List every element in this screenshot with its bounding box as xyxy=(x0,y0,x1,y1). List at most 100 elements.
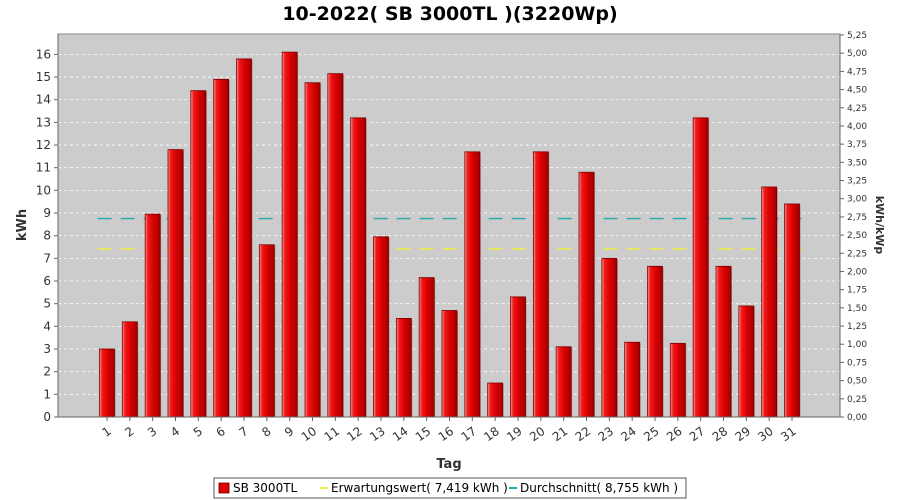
x-tick-label: 21 xyxy=(550,424,571,444)
bar xyxy=(304,82,321,418)
bar xyxy=(258,244,275,418)
y-tick-label: 10 xyxy=(36,183,51,197)
bar xyxy=(350,117,367,418)
y-tick-label: 11 xyxy=(36,161,51,175)
bar xyxy=(647,265,663,418)
y-tick-label: 16 xyxy=(36,47,51,61)
y2-tick-label: 1,50 xyxy=(847,304,867,314)
y2-tick-label: 0,00 xyxy=(847,413,867,423)
y-tick-label: 5 xyxy=(43,297,51,311)
bar xyxy=(715,265,732,418)
x-tick-label: 30 xyxy=(755,424,776,444)
x-tick-label: 31 xyxy=(778,424,799,444)
bar xyxy=(487,382,504,418)
y2-tick-label: 0,25 xyxy=(847,395,867,405)
x-tick-label: 27 xyxy=(687,424,708,444)
bar xyxy=(213,78,230,418)
y-tick-label: 8 xyxy=(43,229,51,243)
legend-entry-expected: Erwartungswert( 7,419 kWh ) xyxy=(331,481,508,495)
x-tick-label: 3 xyxy=(145,424,159,440)
y-tick-label: 0 xyxy=(43,410,51,424)
y2-tick-label: 2,00 xyxy=(847,267,867,277)
x-tick-label: 10 xyxy=(299,424,320,444)
y-tick-label: 12 xyxy=(36,138,51,152)
x-tick-label: 12 xyxy=(344,424,365,444)
y-tick-label: 6 xyxy=(43,274,51,288)
x-tick-label: 22 xyxy=(573,424,594,444)
y-tick-label: 13 xyxy=(36,115,51,129)
x-tick-label: 14 xyxy=(390,424,411,444)
y2-tick-label: 3,25 xyxy=(847,177,867,187)
bar xyxy=(418,277,435,418)
bar xyxy=(144,213,161,418)
x-tick-label: 28 xyxy=(710,424,731,444)
bar xyxy=(784,203,800,418)
y-tick-label: 2 xyxy=(43,365,51,379)
y-tick-label: 4 xyxy=(43,319,51,333)
bar xyxy=(738,305,755,418)
x-tick-label: 20 xyxy=(527,424,548,444)
bar xyxy=(578,171,595,418)
bar xyxy=(624,341,641,418)
x-tick-label: 29 xyxy=(733,424,754,444)
bar xyxy=(167,149,184,418)
x-axis: 1 2 3 4 5 6 7 8 9 10 11 12 13 14 15 16 17 18 19 20 21 22 23 24 2… xyxy=(58,416,840,444)
y2-tick-label: 4,25 xyxy=(847,104,867,114)
x-tick-label: 16 xyxy=(436,424,457,444)
y2-tick-label: 2,75 xyxy=(847,213,867,223)
y-tick-label: 1 xyxy=(43,387,51,401)
legend-swatch-bar xyxy=(218,482,230,494)
y2-tick-label: 2,50 xyxy=(847,231,867,241)
bar xyxy=(692,117,709,418)
x-tick-label: 18 xyxy=(481,424,502,444)
y-tick-label: 7 xyxy=(43,251,51,265)
y2-tick-label: 0,75 xyxy=(847,358,867,368)
y-tick-label: 14 xyxy=(36,93,51,107)
y2-tick-label: 5,00 xyxy=(847,49,867,59)
x-tick-label: 6 xyxy=(214,424,228,440)
bar xyxy=(441,310,458,418)
y2-tick-label: 1,25 xyxy=(847,322,867,332)
bar xyxy=(281,51,298,418)
x-tick-label: 8 xyxy=(259,424,273,440)
y2-tick-label: 4,75 xyxy=(847,67,867,77)
x-tick-label: 4 xyxy=(168,424,182,440)
y2-tick-label: 4,50 xyxy=(847,86,867,96)
y2-axis-title: kWh/kWp xyxy=(873,196,886,255)
x-axis-title: Tag xyxy=(436,457,461,472)
x-tick-label: 5 xyxy=(191,424,205,440)
bar xyxy=(532,151,549,418)
y-tick-label: 3 xyxy=(43,342,51,356)
x-tick-label: 23 xyxy=(596,424,617,444)
bar xyxy=(373,236,389,418)
y2-tick-label: 1,00 xyxy=(847,340,867,350)
bar xyxy=(190,90,207,418)
y2-tick-label: 5,25 xyxy=(847,31,867,41)
bar xyxy=(395,318,412,418)
x-tick-label: 13 xyxy=(367,424,388,444)
legend: SB 3000TL Erwartungswert( 7,419 kWh ) Durc… xyxy=(213,477,687,499)
y2-tick-label: 1,75 xyxy=(847,286,867,296)
x-tick-label: 19 xyxy=(504,424,525,444)
bar xyxy=(327,73,344,418)
y-axis-title: kWh xyxy=(15,209,30,241)
x-tick-label: 24 xyxy=(618,424,639,444)
x-tick-label: 26 xyxy=(664,424,685,444)
x-tick-label: 7 xyxy=(236,424,250,440)
legend-box xyxy=(213,477,687,499)
y2-tick-label: 0,50 xyxy=(847,377,867,387)
x-tick-label: 1 xyxy=(99,424,113,440)
y2-tick-label: 4,00 xyxy=(847,122,867,132)
x-tick-label: 9 xyxy=(282,424,296,440)
legend-entry-average: Durchschnitt( 8,755 kWh ) xyxy=(520,481,678,495)
chart-title: 10-2022( SB 3000TL )(3220Wp) xyxy=(282,3,617,25)
x-tick-label: 11 xyxy=(322,424,343,444)
y-tick-label: 9 xyxy=(43,206,51,220)
y2-tick-label: 3,50 xyxy=(847,158,867,168)
bar xyxy=(555,346,572,418)
y2-tick-label: 3,00 xyxy=(847,195,867,205)
bar xyxy=(121,321,138,418)
